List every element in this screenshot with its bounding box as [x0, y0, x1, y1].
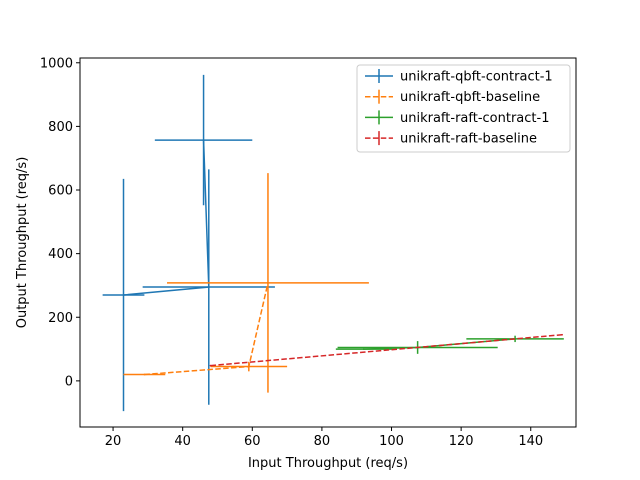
x-axis-ticks: 20 40 60 80 100 120 140 [105, 427, 543, 449]
y-tick-label: 400 [48, 247, 73, 262]
plot-frame [79, 57, 577, 428]
data-point [122, 294, 125, 296]
x-axis-label: Input Throughput (req/s) [248, 456, 408, 471]
y-axis-label: Output Throughput (req/s) [15, 157, 30, 329]
y-tick-label: 200 [48, 311, 73, 326]
series-unikraft-raft-baseline [209, 333, 563, 367]
data-point [267, 281, 269, 284]
x-tick-label: 20 [105, 434, 122, 449]
data-point [209, 364, 212, 367]
y-tick-label: 1000 [40, 56, 73, 71]
data-point [362, 348, 365, 350]
series-unikraft-qbft-contract-1 [102, 74, 275, 412]
series-unikraft-qbft-baseline [123, 173, 369, 393]
data-point [247, 365, 250, 368]
data-point [207, 286, 210, 288]
y-tick-label: 800 [48, 120, 73, 135]
legend: unikraft-qbft-contract-1 unikraft-qbft-ba… [356, 64, 571, 153]
x-tick-label: 40 [174, 434, 191, 449]
legend-label: unikraft-qbft-contract-1 [400, 70, 553, 85]
series-line [210, 334, 563, 367]
y-axis-ticks: 0 200 400 600 800 1000 [40, 56, 80, 389]
data-point [143, 373, 146, 376]
y-tick-label: 600 [48, 184, 73, 199]
legend-entry: unikraft-qbft-contract-1 [365, 69, 553, 85]
legend-entry: unikraft-raft-baseline [365, 131, 537, 147]
y-tick-label: 0 [65, 374, 73, 389]
data-point [202, 139, 205, 141]
legend-box [356, 64, 571, 153]
x-tick-label: 100 [379, 434, 404, 449]
x-tick-label: 60 [244, 434, 261, 449]
legend-entry: unikraft-qbft-baseline [365, 89, 540, 105]
legend-label: unikraft-qbft-baseline [400, 90, 540, 105]
legend-label: unikraft-raft-contract-1 [400, 111, 549, 126]
x-tick-label: 120 [449, 434, 474, 449]
plot-marks [102, 74, 564, 412]
x-tick-label: 80 [314, 434, 331, 449]
x-tick-label: 140 [518, 434, 543, 449]
legend-label: unikraft-raft-baseline [400, 132, 537, 147]
legend-entry: unikraft-raft-contract-1 [365, 110, 549, 126]
data-point [561, 333, 563, 336]
